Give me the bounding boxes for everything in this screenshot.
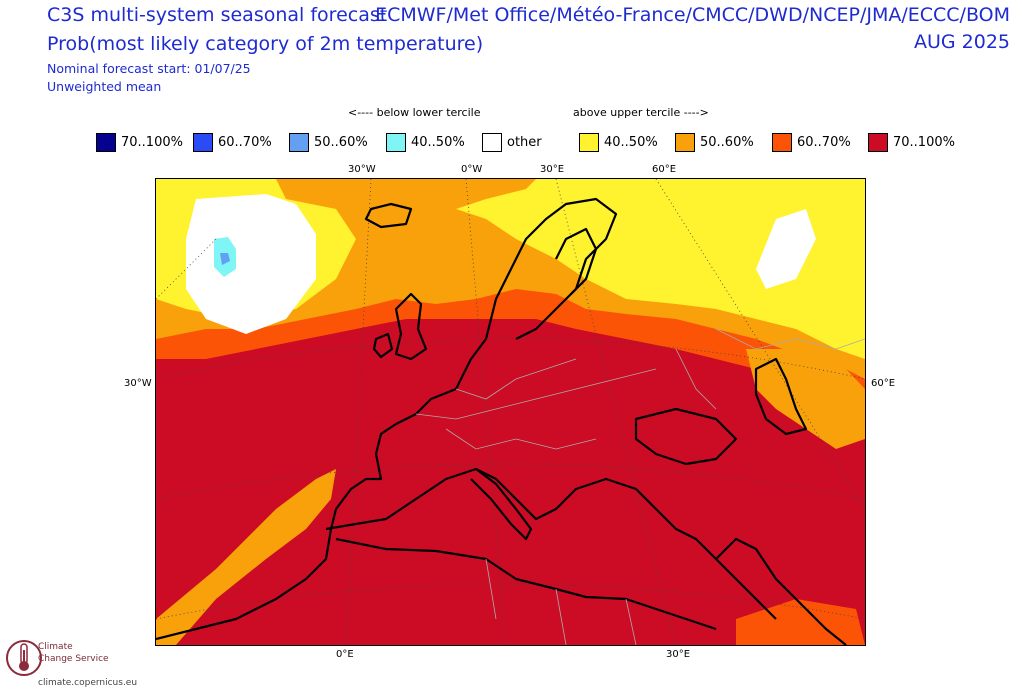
above-tercile-label: above upper tercile ----> — [573, 106, 709, 119]
legend-label: 50..60% — [700, 135, 754, 150]
coast-scandinavia — [484, 197, 618, 340]
coast-black-sea — [634, 407, 738, 466]
tick-top-0w: 0°W — [461, 164, 483, 175]
region-40-50-yellow — [456, 179, 865, 359]
thermometer-icon — [6, 640, 42, 676]
coast-baltic — [555, 227, 598, 295]
legend-label: 70..100% — [893, 135, 955, 150]
below-tercile-label: <---- below lower tercile — [348, 106, 481, 119]
legend-label: 60..70% — [797, 135, 851, 150]
legend-swatch — [193, 133, 213, 152]
map-title: C3S multi-system seasonal forecast — [47, 4, 388, 26]
legend-swatch — [289, 133, 309, 152]
copernicus-logo: Climate Change Service climate.copernicu… — [4, 636, 144, 692]
logo-line1: Climate — [38, 642, 73, 652]
tick-bottom-0e: 0°E — [336, 649, 354, 660]
coast-caspian — [754, 357, 808, 436]
legend-swatch — [386, 133, 406, 152]
valid-month: AUG 2025 — [913, 31, 1010, 53]
region-50-60-blue — [220, 253, 230, 265]
coast-iceland — [364, 202, 413, 229]
tick-top-30e: 30°E — [540, 164, 565, 175]
legend-swatch — [482, 133, 502, 152]
forecast-start-label: Nominal forecast start: 01/07/25 — [47, 61, 251, 76]
coast-italy — [470, 468, 533, 541]
region-orange-atlantic — [156, 469, 336, 645]
legend-swatch — [96, 133, 116, 152]
region-other-east — [756, 209, 816, 289]
tick-right-60e: 60°E — [871, 378, 896, 389]
logo-line2: Change Service — [38, 654, 109, 664]
map-subtitle: Prob(most likely category of 2m temperat… — [47, 33, 484, 55]
model-sources: ECMWF/Met Office/Météo-France/CMCC/DWD/N… — [375, 4, 1010, 26]
legend-swatch — [675, 133, 695, 152]
legend-label: 50..60% — [314, 135, 368, 150]
coast-europe — [156, 338, 487, 641]
legend-swatch — [579, 133, 599, 152]
legend-swatch — [868, 133, 888, 152]
region-other-greenland — [186, 194, 316, 334]
coast-ireland — [372, 332, 394, 359]
coast-britain — [394, 292, 428, 361]
legend-label: 40..50% — [604, 135, 658, 150]
coast-arabia — [715, 537, 847, 645]
legend-label: 60..70% — [218, 135, 272, 150]
legend-label: 40..50% — [411, 135, 465, 150]
legend-label: other — [507, 135, 542, 150]
legend-swatch — [772, 133, 792, 152]
tick-bottom-30e: 30°E — [666, 649, 691, 660]
tick-top-60e: 60°E — [652, 164, 677, 175]
region-orange-caspian — [746, 349, 865, 449]
legend-label: 70..100% — [121, 135, 183, 150]
weighting-label: Unweighted mean — [47, 79, 162, 94]
tick-top-30w: 30°W — [348, 164, 376, 175]
logo-url: climate.copernicus.eu — [38, 678, 138, 688]
tick-left-30w: 30°W — [124, 378, 152, 389]
forecast-map — [155, 178, 866, 646]
